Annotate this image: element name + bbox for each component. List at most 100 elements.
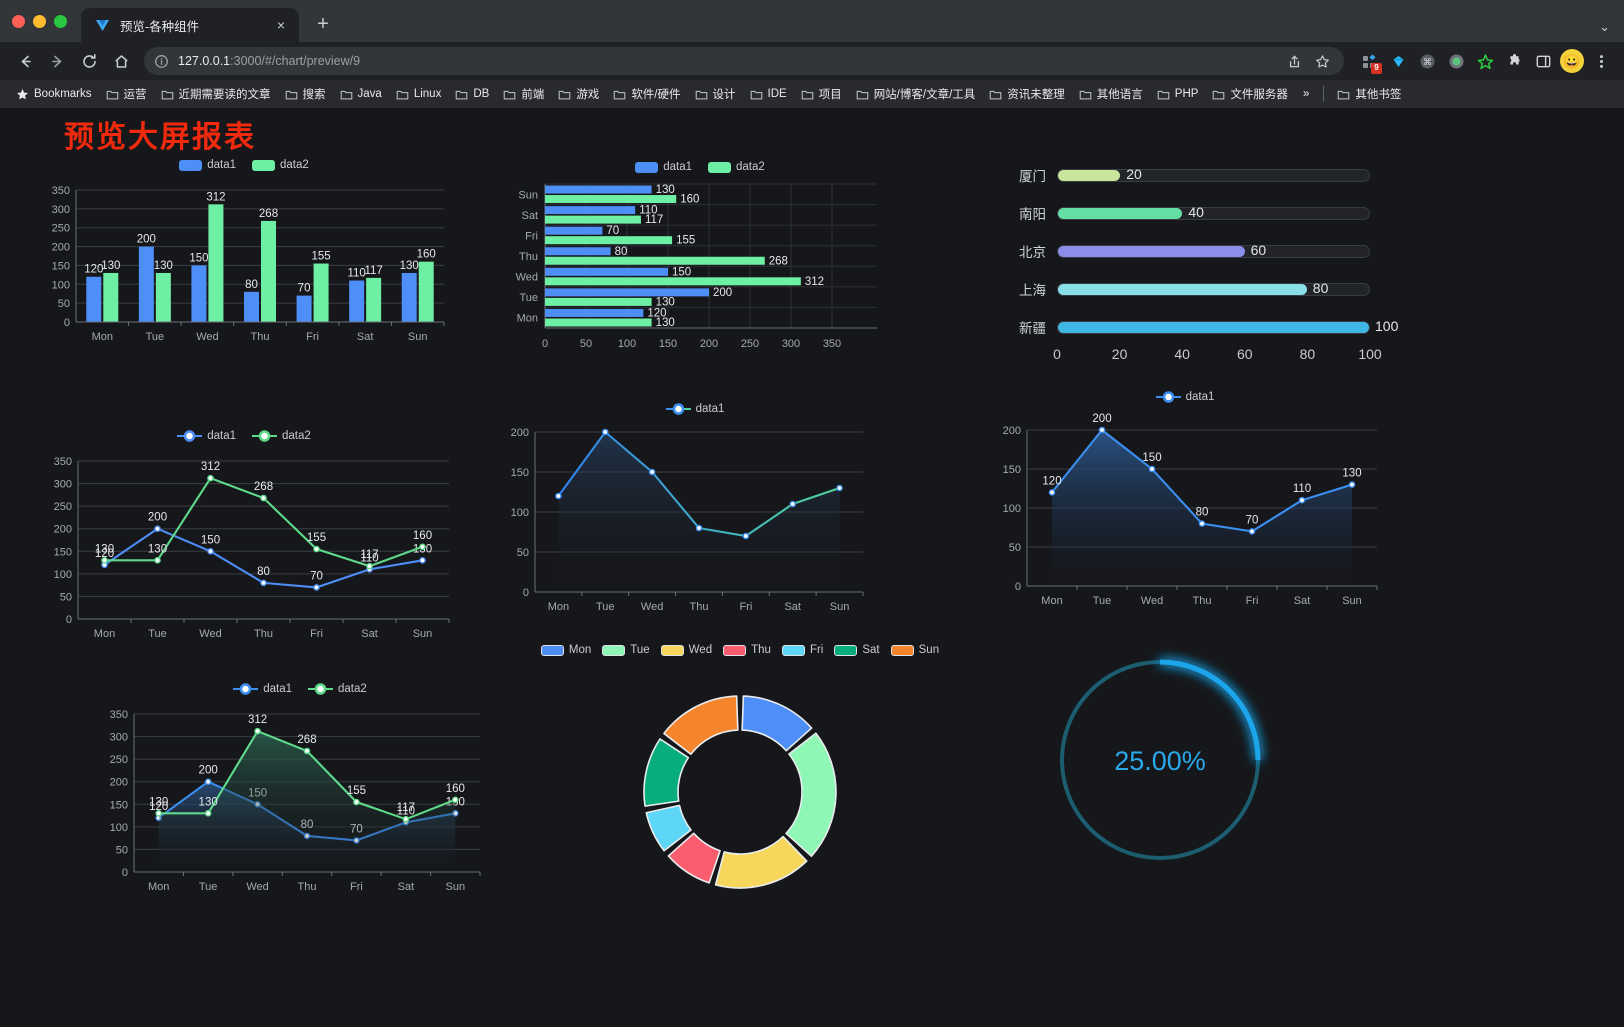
bar-data1[interactable] — [545, 308, 644, 317]
bar-data2[interactable] — [103, 272, 119, 322]
legend-item[interactable]: Sun — [890, 644, 939, 656]
progress-bar-track[interactable]: 100 — [1057, 318, 1398, 334]
bookmark-item[interactable]: 资讯未整理 — [983, 83, 1071, 105]
bookmark-item[interactable]: 运营 — [100, 83, 153, 105]
bar-data2[interactable] — [313, 263, 329, 322]
bar-data1[interactable] — [545, 206, 636, 215]
donut-slice-thu[interactable] — [667, 832, 721, 884]
bar-data2[interactable] — [545, 297, 652, 306]
command-icon[interactable]: ⌘ — [1414, 48, 1440, 74]
profile-emoji[interactable]: 😀 — [1560, 49, 1584, 73]
bar-data2[interactable] — [545, 236, 673, 245]
donut-slice-tue[interactable] — [785, 732, 837, 857]
progress-bar-track[interactable]: 60 — [1057, 242, 1370, 258]
share-icon[interactable] — [1282, 49, 1306, 73]
data-point[interactable] — [402, 815, 410, 823]
data-point[interactable] — [260, 494, 267, 502]
bar-data1[interactable] — [545, 185, 652, 194]
bar-data1[interactable] — [401, 272, 417, 322]
data-point[interactable] — [101, 557, 108, 564]
bar-data2[interactable] — [155, 272, 171, 322]
bar-data2[interactable] — [545, 277, 801, 286]
legend-item[interactable]: data1 — [177, 430, 236, 442]
bookmark-star-icon[interactable] — [1310, 49, 1334, 73]
bar-data1[interactable] — [545, 226, 603, 235]
bookmark-manager-item[interactable]: Bookmarks — [10, 85, 98, 104]
data-point[interactable] — [419, 543, 426, 551]
legend-item[interactable]: Fri — [781, 644, 823, 656]
browser-tab[interactable]: 预览-各种组件 × — [81, 8, 299, 42]
extensions-grid-icon[interactable]: 9 — [1356, 48, 1382, 74]
bar-data1[interactable] — [244, 291, 259, 322]
progress-bar-track[interactable]: 40 — [1057, 204, 1370, 220]
data-point[interactable] — [695, 524, 703, 532]
bar-data1[interactable] — [296, 295, 312, 322]
data-point[interactable] — [313, 545, 320, 553]
legend-item[interactable]: Wed — [660, 644, 712, 656]
forward-icon[interactable] — [42, 46, 72, 76]
legend-item[interactable]: data2 — [252, 430, 311, 442]
legend-item[interactable]: data2 — [252, 159, 309, 171]
bar-data2[interactable] — [545, 215, 641, 224]
bookmark-item[interactable]: 其他语言 — [1073, 83, 1149, 105]
progress-bar-track[interactable]: 20 — [1057, 166, 1370, 182]
diamond-icon[interactable] — [1385, 48, 1411, 74]
data-point[interactable] — [1348, 481, 1356, 488]
data-point[interactable] — [154, 557, 161, 564]
bar-data1[interactable] — [86, 276, 102, 322]
bookmark-item[interactable]: 近期需要读的文章 — [155, 83, 277, 105]
bar-data1[interactable] — [191, 265, 207, 322]
data-point[interactable] — [204, 810, 212, 817]
legend-item[interactable]: data1 — [665, 403, 724, 415]
donut-slice-wed[interactable] — [714, 835, 808, 889]
bookmark-item[interactable]: Java — [334, 85, 388, 104]
tab-list-chevron-icon[interactable]: ⌄ — [1599, 19, 1610, 34]
green-dot-icon[interactable] — [1443, 48, 1469, 74]
bar-data2[interactable] — [418, 261, 434, 322]
bookmark-item[interactable]: 搜索 — [279, 83, 332, 105]
bar-data2[interactable] — [208, 204, 224, 322]
bookmarks-overflow-button[interactable]: » — [1302, 88, 1310, 100]
legend-item[interactable]: data1 — [179, 159, 236, 171]
legend-item[interactable]: data2 — [708, 161, 765, 173]
data-point[interactable] — [1048, 489, 1056, 496]
data-point[interactable] — [451, 796, 459, 804]
data-point[interactable] — [742, 532, 750, 540]
donut-slice-mon[interactable] — [741, 695, 813, 752]
data-point[interactable] — [1248, 528, 1256, 535]
data-point[interactable] — [154, 525, 161, 533]
close-window-button[interactable] — [12, 14, 25, 28]
data-point[interactable] — [419, 557, 426, 564]
data-point[interactable] — [1298, 496, 1306, 504]
info-circle-icon[interactable] — [154, 54, 169, 69]
data-point[interactable] — [1198, 520, 1206, 527]
green-star-icon[interactable] — [1472, 48, 1498, 74]
bookmark-item[interactable]: 前端 — [497, 83, 550, 105]
puzzle-icon[interactable] — [1501, 48, 1527, 74]
bookmark-item[interactable]: 网站/博客/文章/工具 — [850, 83, 982, 105]
minimize-window-button[interactable] — [33, 14, 46, 28]
legend-item[interactable]: data1 — [1155, 391, 1214, 403]
data-point[interactable] — [1098, 426, 1106, 434]
data-point[interactable] — [353, 798, 360, 806]
data-point[interactable] — [303, 747, 311, 755]
bar-data1[interactable] — [545, 247, 611, 256]
bookmark-item[interactable]: DB — [449, 85, 495, 104]
data-point[interactable] — [648, 468, 656, 476]
legend-item[interactable]: data1 — [233, 683, 292, 695]
data-point[interactable] — [601, 428, 609, 436]
data-point[interactable] — [555, 492, 562, 500]
data-point[interactable] — [207, 474, 214, 482]
bar-data2[interactable] — [545, 256, 765, 265]
legend-item[interactable]: data1 — [635, 161, 692, 173]
data-point[interactable] — [204, 778, 212, 786]
bar-data1[interactable] — [349, 280, 365, 322]
bookmark-item[interactable]: 软件/硬件 — [607, 83, 686, 105]
bookmark-item[interactable]: 游戏 — [552, 83, 605, 105]
data-point[interactable] — [366, 562, 373, 570]
new-tab-button[interactable]: + — [317, 12, 329, 35]
maximize-window-button[interactable] — [54, 14, 67, 28]
back-icon[interactable] — [10, 46, 40, 76]
bar-data2[interactable] — [545, 318, 652, 327]
bar-data1[interactable] — [545, 288, 709, 297]
